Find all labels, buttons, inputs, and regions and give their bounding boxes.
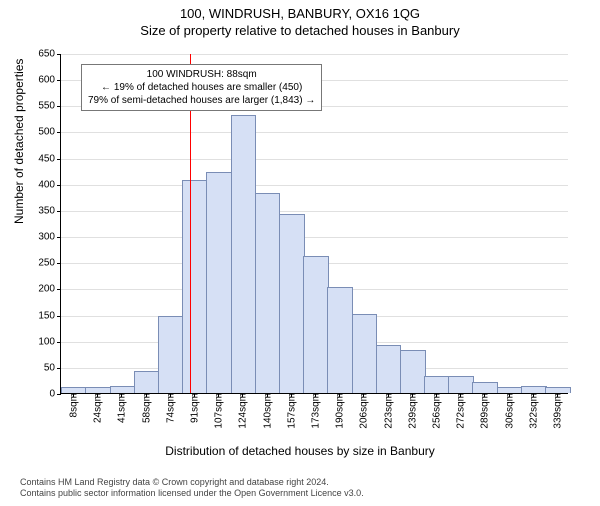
info-box: 100 WINDRUSH: 88sqm← 19% of detached hou… (81, 64, 322, 111)
footer-line-2: Contains public sector information licen… (20, 488, 364, 500)
histogram-bar (472, 382, 498, 393)
x-tick-label: 223sqm (381, 393, 394, 429)
x-tick-label: 24sqm (91, 393, 104, 423)
y-axis-label: Number of detached properties (12, 59, 26, 224)
info-line-property: 100 WINDRUSH: 88sqm (88, 68, 315, 81)
grid-line (61, 132, 568, 133)
y-tick-label: 550 (38, 101, 61, 112)
plot-region: 0501001502002503003504004505005506006508… (60, 54, 568, 394)
y-tick-label: 100 (38, 336, 61, 347)
x-tick-label: 289sqm (478, 393, 491, 429)
x-tick-label: 339sqm (550, 393, 563, 429)
x-tick-label: 322sqm (526, 393, 539, 429)
info-line-smaller: ← 19% of detached houses are smaller (45… (88, 81, 315, 94)
x-tick-label: 206sqm (357, 393, 370, 429)
x-tick-label: 74sqm (163, 393, 176, 423)
grid-line (61, 159, 568, 160)
x-tick-label: 140sqm (260, 393, 273, 429)
chart-title-sub: Size of property relative to detached ho… (0, 23, 600, 38)
y-tick-label: 0 (49, 389, 61, 400)
y-tick-label: 600 (38, 75, 61, 86)
y-tick-label: 500 (38, 127, 61, 138)
histogram-bar (448, 376, 474, 393)
x-tick-label: 8sqm (67, 393, 80, 417)
info-line-larger: 79% of semi-detached houses are larger (… (88, 94, 315, 107)
y-tick-label: 350 (38, 205, 61, 216)
y-tick-label: 50 (44, 362, 61, 373)
y-tick-label: 400 (38, 179, 61, 190)
histogram-bar (231, 115, 257, 393)
histogram-bar (206, 172, 232, 393)
x-tick-label: 256sqm (429, 393, 442, 429)
histogram-bar (424, 376, 450, 393)
grid-line (61, 237, 568, 238)
y-tick-label: 300 (38, 232, 61, 243)
x-tick-label: 41sqm (115, 393, 128, 423)
x-tick-label: 91sqm (188, 393, 201, 423)
footer-attribution: Contains HM Land Registry data © Crown c… (20, 477, 364, 500)
x-tick-label: 190sqm (333, 393, 346, 429)
chart-title-main: 100, WINDRUSH, BANBURY, OX16 1QG (0, 6, 600, 21)
histogram-bar (110, 386, 136, 393)
x-tick-label: 58sqm (139, 393, 152, 423)
grid-line (61, 211, 568, 212)
x-tick-label: 124sqm (236, 393, 249, 429)
histogram-bar (376, 345, 402, 393)
x-tick-label: 306sqm (502, 393, 515, 429)
y-tick-label: 150 (38, 310, 61, 321)
x-tick-label: 272sqm (454, 393, 467, 429)
x-tick-label: 157sqm (284, 393, 297, 429)
histogram-bar (400, 350, 426, 393)
histogram-bar (327, 287, 353, 393)
histogram-bar (255, 193, 281, 393)
y-tick-label: 250 (38, 258, 61, 269)
histogram-bar (303, 256, 329, 393)
y-tick-label: 650 (38, 49, 61, 60)
y-tick-label: 200 (38, 284, 61, 295)
histogram-bar (134, 371, 160, 393)
x-tick-label: 173sqm (309, 393, 322, 429)
y-tick-label: 450 (38, 153, 61, 164)
grid-line (61, 54, 568, 55)
x-tick-label: 239sqm (405, 393, 418, 429)
histogram-bar (521, 386, 547, 393)
x-tick-label: 107sqm (212, 393, 225, 429)
histogram-bar (352, 314, 378, 393)
histogram-bar (279, 214, 305, 393)
histogram-bar (158, 316, 184, 393)
grid-line (61, 185, 568, 186)
x-axis-label: Distribution of detached houses by size … (0, 444, 600, 458)
histogram-bar (182, 180, 208, 393)
footer-line-1: Contains HM Land Registry data © Crown c… (20, 477, 364, 489)
chart-area: 0501001502002503003504004505005506006508… (60, 54, 568, 394)
